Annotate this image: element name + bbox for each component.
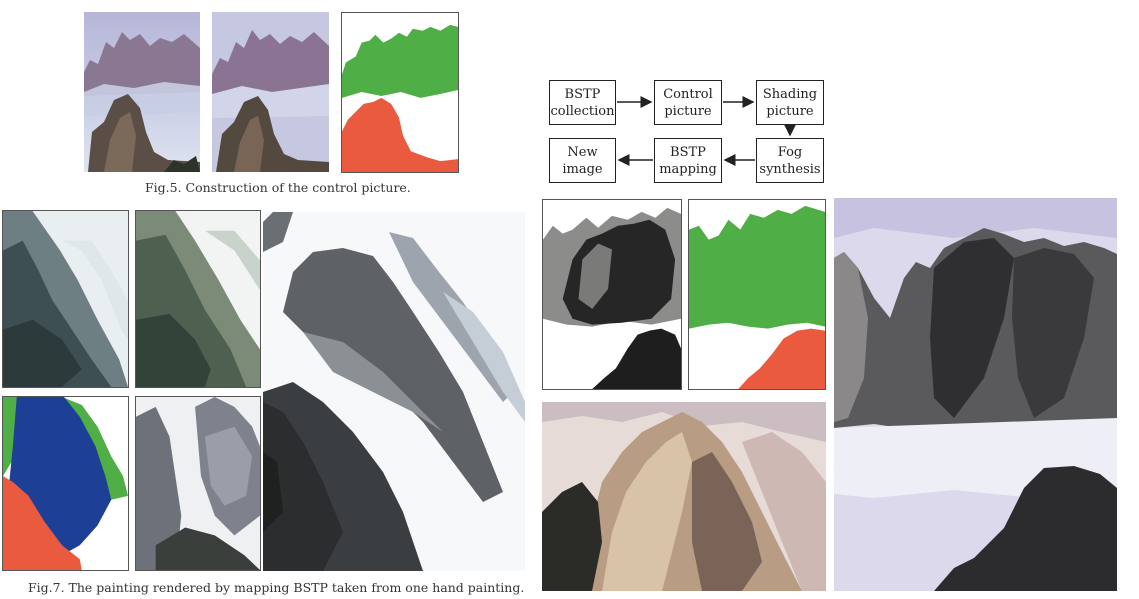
- flow-box-bstp-collection: BSTP collection: [549, 80, 616, 125]
- fig5-photo-shaded: [212, 12, 329, 172]
- fig7-caption: Fig.7. The painting rendered by mapping …: [28, 580, 525, 595]
- flow-box-shading-picture: Shading picture: [756, 80, 824, 125]
- fig7-rendered-painting: [263, 212, 525, 571]
- fig7-source-painting: [2, 210, 129, 388]
- fig5-photo-original: [84, 12, 200, 172]
- flow-box-fog-synthesis: Fog synthesis: [756, 138, 824, 183]
- right-control-picture: [688, 199, 826, 390]
- flow-box-control-picture: Control picture: [654, 80, 722, 125]
- right-shading-picture: [542, 199, 682, 390]
- right-rendered-painting: [834, 198, 1117, 591]
- fig5-control-picture: [341, 12, 459, 173]
- flow-box-new-image: New image: [549, 138, 616, 183]
- fig5-caption: Fig.5. Construction of the control pictu…: [145, 180, 411, 195]
- fig7-shading-picture: [135, 210, 261, 388]
- right-colored-painting: [542, 402, 826, 591]
- fig7-control-picture: [2, 396, 129, 571]
- fig7-bstp-painting: [135, 396, 261, 571]
- flow-box-bstp-mapping: BSTP mapping: [654, 138, 722, 183]
